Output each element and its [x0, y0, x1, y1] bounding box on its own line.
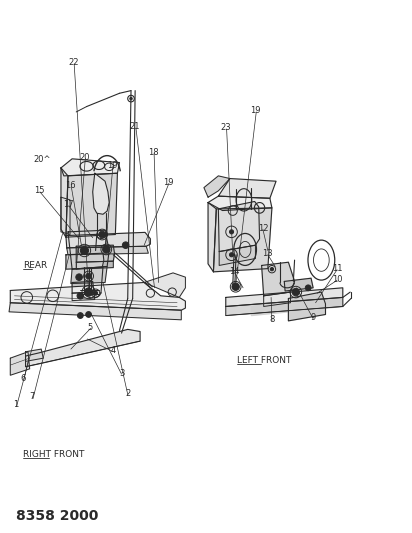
Text: 22: 22 [68, 59, 79, 67]
Text: 11: 11 [332, 264, 342, 273]
Circle shape [84, 288, 93, 296]
Polygon shape [218, 179, 276, 198]
Polygon shape [264, 292, 290, 306]
Polygon shape [218, 201, 260, 252]
Polygon shape [288, 292, 325, 321]
Text: 10: 10 [332, 275, 342, 284]
Text: 13: 13 [262, 249, 272, 258]
Text: 21: 21 [130, 123, 140, 131]
Polygon shape [72, 292, 95, 301]
Text: 20: 20 [79, 154, 90, 162]
Circle shape [232, 283, 239, 290]
Circle shape [270, 268, 274, 271]
Circle shape [80, 246, 89, 255]
Circle shape [86, 273, 91, 279]
Text: 20^: 20^ [33, 156, 51, 164]
Text: 18: 18 [148, 148, 159, 157]
Polygon shape [61, 159, 119, 176]
Text: RIGHT FRONT: RIGHT FRONT [23, 450, 84, 459]
Text: 8: 8 [269, 316, 275, 324]
Text: 7: 7 [29, 392, 35, 400]
Text: 23: 23 [220, 124, 231, 132]
Text: 1: 1 [13, 400, 18, 408]
Polygon shape [226, 297, 343, 316]
Circle shape [77, 293, 84, 299]
Polygon shape [93, 173, 109, 214]
Circle shape [86, 312, 91, 317]
Polygon shape [251, 297, 343, 316]
Polygon shape [76, 261, 113, 269]
Circle shape [77, 313, 83, 318]
Polygon shape [26, 349, 43, 361]
Text: 6: 6 [20, 374, 26, 383]
Circle shape [229, 230, 234, 234]
Text: 9: 9 [311, 313, 316, 322]
Text: 12: 12 [258, 224, 268, 232]
Text: 8358 2000: 8358 2000 [16, 509, 99, 523]
Circle shape [229, 253, 234, 257]
Circle shape [122, 242, 129, 248]
Text: 15: 15 [34, 187, 44, 195]
Polygon shape [219, 245, 255, 265]
Polygon shape [10, 352, 30, 375]
Polygon shape [9, 303, 181, 320]
Polygon shape [144, 273, 185, 297]
Text: 17: 17 [63, 200, 73, 209]
Text: LEFT FRONT: LEFT FRONT [237, 356, 291, 365]
Circle shape [99, 231, 105, 238]
Polygon shape [226, 288, 343, 306]
Circle shape [292, 288, 300, 296]
Circle shape [130, 98, 132, 100]
Polygon shape [71, 266, 107, 284]
Polygon shape [208, 203, 216, 272]
Polygon shape [208, 196, 272, 211]
Polygon shape [26, 329, 140, 367]
Text: 16: 16 [66, 181, 76, 190]
Polygon shape [66, 253, 104, 269]
Circle shape [94, 291, 98, 295]
Polygon shape [66, 173, 117, 237]
Text: 19: 19 [250, 107, 261, 115]
Circle shape [305, 285, 311, 290]
Polygon shape [61, 197, 70, 235]
Polygon shape [72, 281, 94, 293]
Text: REAR: REAR [23, 261, 47, 270]
Polygon shape [76, 245, 115, 262]
Text: 3: 3 [119, 369, 124, 377]
Text: 19: 19 [163, 178, 173, 187]
Text: 5: 5 [87, 323, 92, 332]
Circle shape [103, 246, 110, 253]
Polygon shape [213, 208, 272, 272]
Text: 4: 4 [111, 346, 116, 355]
Text: 14: 14 [229, 268, 239, 276]
Polygon shape [10, 282, 185, 310]
Polygon shape [68, 230, 109, 269]
Polygon shape [204, 176, 230, 197]
Text: 19: 19 [107, 161, 117, 169]
Polygon shape [61, 168, 68, 237]
Polygon shape [66, 232, 150, 248]
Text: 2: 2 [125, 389, 130, 398]
Circle shape [76, 274, 82, 280]
Polygon shape [284, 278, 313, 291]
Polygon shape [67, 246, 148, 255]
Polygon shape [262, 262, 295, 296]
